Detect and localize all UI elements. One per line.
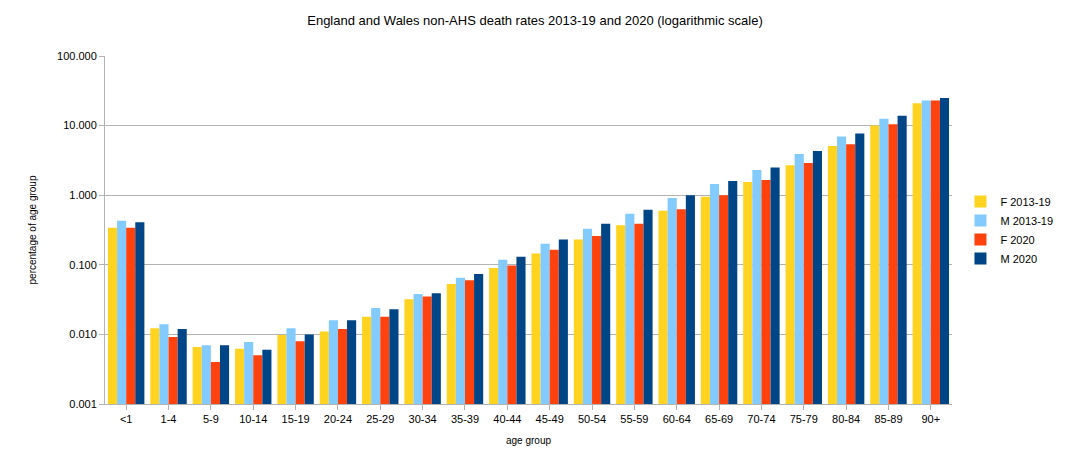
svg-text:75-79: 75-79	[790, 413, 818, 425]
svg-text:20-24: 20-24	[324, 413, 352, 425]
svg-text:35-39: 35-39	[451, 413, 479, 425]
svg-text:percentage of age group: percentage of age group	[27, 175, 38, 284]
svg-text:65-69: 65-69	[705, 413, 733, 425]
svg-text:F 2013-19: F 2013-19	[1000, 196, 1050, 208]
svg-text:60-64: 60-64	[663, 413, 691, 425]
svg-text:age group: age group	[506, 435, 551, 446]
svg-text:90+: 90+	[921, 413, 940, 425]
svg-text:25-29: 25-29	[366, 413, 394, 425]
svg-text:<1: <1	[120, 413, 133, 425]
svg-text:M 2013-19: M 2013-19	[1000, 215, 1053, 227]
svg-text:70-74: 70-74	[747, 413, 775, 425]
svg-text:1-4: 1-4	[161, 413, 177, 425]
svg-text:100.000: 100.000	[57, 50, 97, 62]
svg-text:0.100: 0.100	[69, 259, 97, 271]
svg-text:M 2020: M 2020	[1000, 253, 1037, 265]
svg-text:30-34: 30-34	[409, 413, 437, 425]
svg-text:1.000: 1.000	[69, 189, 97, 201]
svg-text:40-44: 40-44	[493, 413, 521, 425]
svg-text:0.001: 0.001	[69, 398, 97, 410]
svg-text:50-54: 50-54	[578, 413, 606, 425]
svg-text:F 2020: F 2020	[1000, 234, 1034, 246]
svg-text:15-19: 15-19	[282, 413, 310, 425]
svg-text:85-89: 85-89	[874, 413, 902, 425]
svg-text:England and Wales non-AHS deat: England and Wales non-AHS death rates 20…	[307, 13, 763, 28]
svg-text:10-14: 10-14	[239, 413, 267, 425]
svg-text:45-49: 45-49	[536, 413, 564, 425]
svg-text:0.010: 0.010	[69, 328, 97, 340]
svg-text:10.000: 10.000	[63, 119, 97, 131]
svg-text:55-59: 55-59	[620, 413, 648, 425]
svg-text:80-84: 80-84	[832, 413, 860, 425]
svg-text:5-9: 5-9	[203, 413, 219, 425]
